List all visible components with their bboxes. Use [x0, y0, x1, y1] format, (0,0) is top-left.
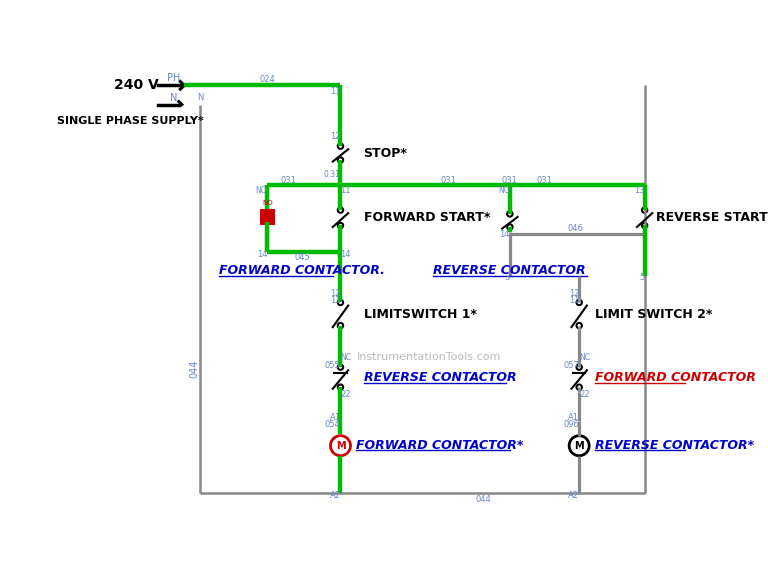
- Text: 5: 5: [640, 274, 644, 282]
- Text: 031: 031: [502, 176, 518, 185]
- Text: M: M: [574, 441, 584, 451]
- Text: 11: 11: [330, 87, 340, 96]
- Text: A1: A1: [568, 413, 579, 422]
- Text: 22: 22: [340, 390, 351, 400]
- Text: NC: NC: [340, 353, 352, 363]
- Text: 12: 12: [568, 289, 579, 298]
- Text: 046: 046: [568, 224, 583, 233]
- Text: FORWARD CONTACTOR*: FORWARD CONTACTOR*: [356, 439, 523, 452]
- Text: REVERSE CONTACTOR: REVERSE CONTACTOR: [433, 264, 585, 278]
- Text: M: M: [336, 441, 346, 451]
- Text: N: N: [170, 93, 177, 103]
- Text: NO: NO: [498, 186, 510, 194]
- Text: NC: NC: [579, 353, 590, 363]
- Text: 3: 3: [505, 274, 510, 282]
- Text: InstrumentationTools.com: InstrumentationTools.com: [357, 352, 502, 362]
- Text: 14: 14: [499, 230, 510, 239]
- Text: 055: 055: [325, 361, 340, 370]
- Text: REVERSE START*: REVERSE START*: [656, 211, 768, 224]
- Text: FORWARD START*: FORWARD START*: [363, 211, 490, 224]
- Text: 031: 031: [440, 176, 456, 185]
- Text: 14: 14: [257, 250, 267, 259]
- Text: A2: A2: [568, 491, 579, 500]
- Text: N: N: [197, 93, 204, 102]
- Text: LIMIT SWITCH 2*: LIMIT SWITCH 2*: [594, 308, 712, 321]
- Text: 031: 031: [537, 176, 552, 185]
- Text: 12: 12: [330, 132, 340, 141]
- Text: 11: 11: [330, 296, 340, 306]
- Text: NO: NO: [256, 186, 267, 194]
- Text: REVERSE CONTACTOR: REVERSE CONTACTOR: [363, 372, 516, 384]
- Text: A2: A2: [329, 491, 340, 500]
- Text: 057: 057: [563, 361, 579, 370]
- Text: FORWARD CONTACTOR.: FORWARD CONTACTOR.: [219, 264, 385, 278]
- Text: 031: 031: [281, 176, 296, 185]
- Text: 12: 12: [330, 289, 340, 298]
- Text: 14: 14: [340, 250, 351, 259]
- Text: 024: 024: [260, 75, 275, 84]
- Text: A1: A1: [329, 413, 340, 422]
- Text: 044: 044: [189, 360, 199, 378]
- Text: FORWARD CONTACTOR: FORWARD CONTACTOR: [594, 372, 756, 384]
- Text: 044: 044: [475, 495, 491, 504]
- Text: 054: 054: [325, 420, 340, 429]
- Text: PH: PH: [167, 74, 180, 83]
- Text: 096: 096: [563, 420, 579, 429]
- Text: 0.31: 0.31: [323, 170, 340, 179]
- Text: 22: 22: [579, 390, 590, 400]
- Text: 11: 11: [340, 186, 351, 194]
- Text: 240 V: 240 V: [114, 78, 159, 92]
- Bar: [260, 209, 275, 225]
- Text: 13: 13: [634, 186, 644, 194]
- Text: SINGLE PHASE SUPPLY*: SINGLE PHASE SUPPLY*: [57, 116, 204, 126]
- Text: STOP*: STOP*: [363, 146, 408, 160]
- Text: 045: 045: [294, 253, 310, 262]
- Text: NO: NO: [262, 200, 273, 206]
- Text: REVERSE CONTACTOR*: REVERSE CONTACTOR*: [594, 439, 753, 452]
- Text: LIMITSWITCH 1*: LIMITSWITCH 1*: [363, 308, 477, 321]
- Text: 11: 11: [568, 296, 579, 306]
